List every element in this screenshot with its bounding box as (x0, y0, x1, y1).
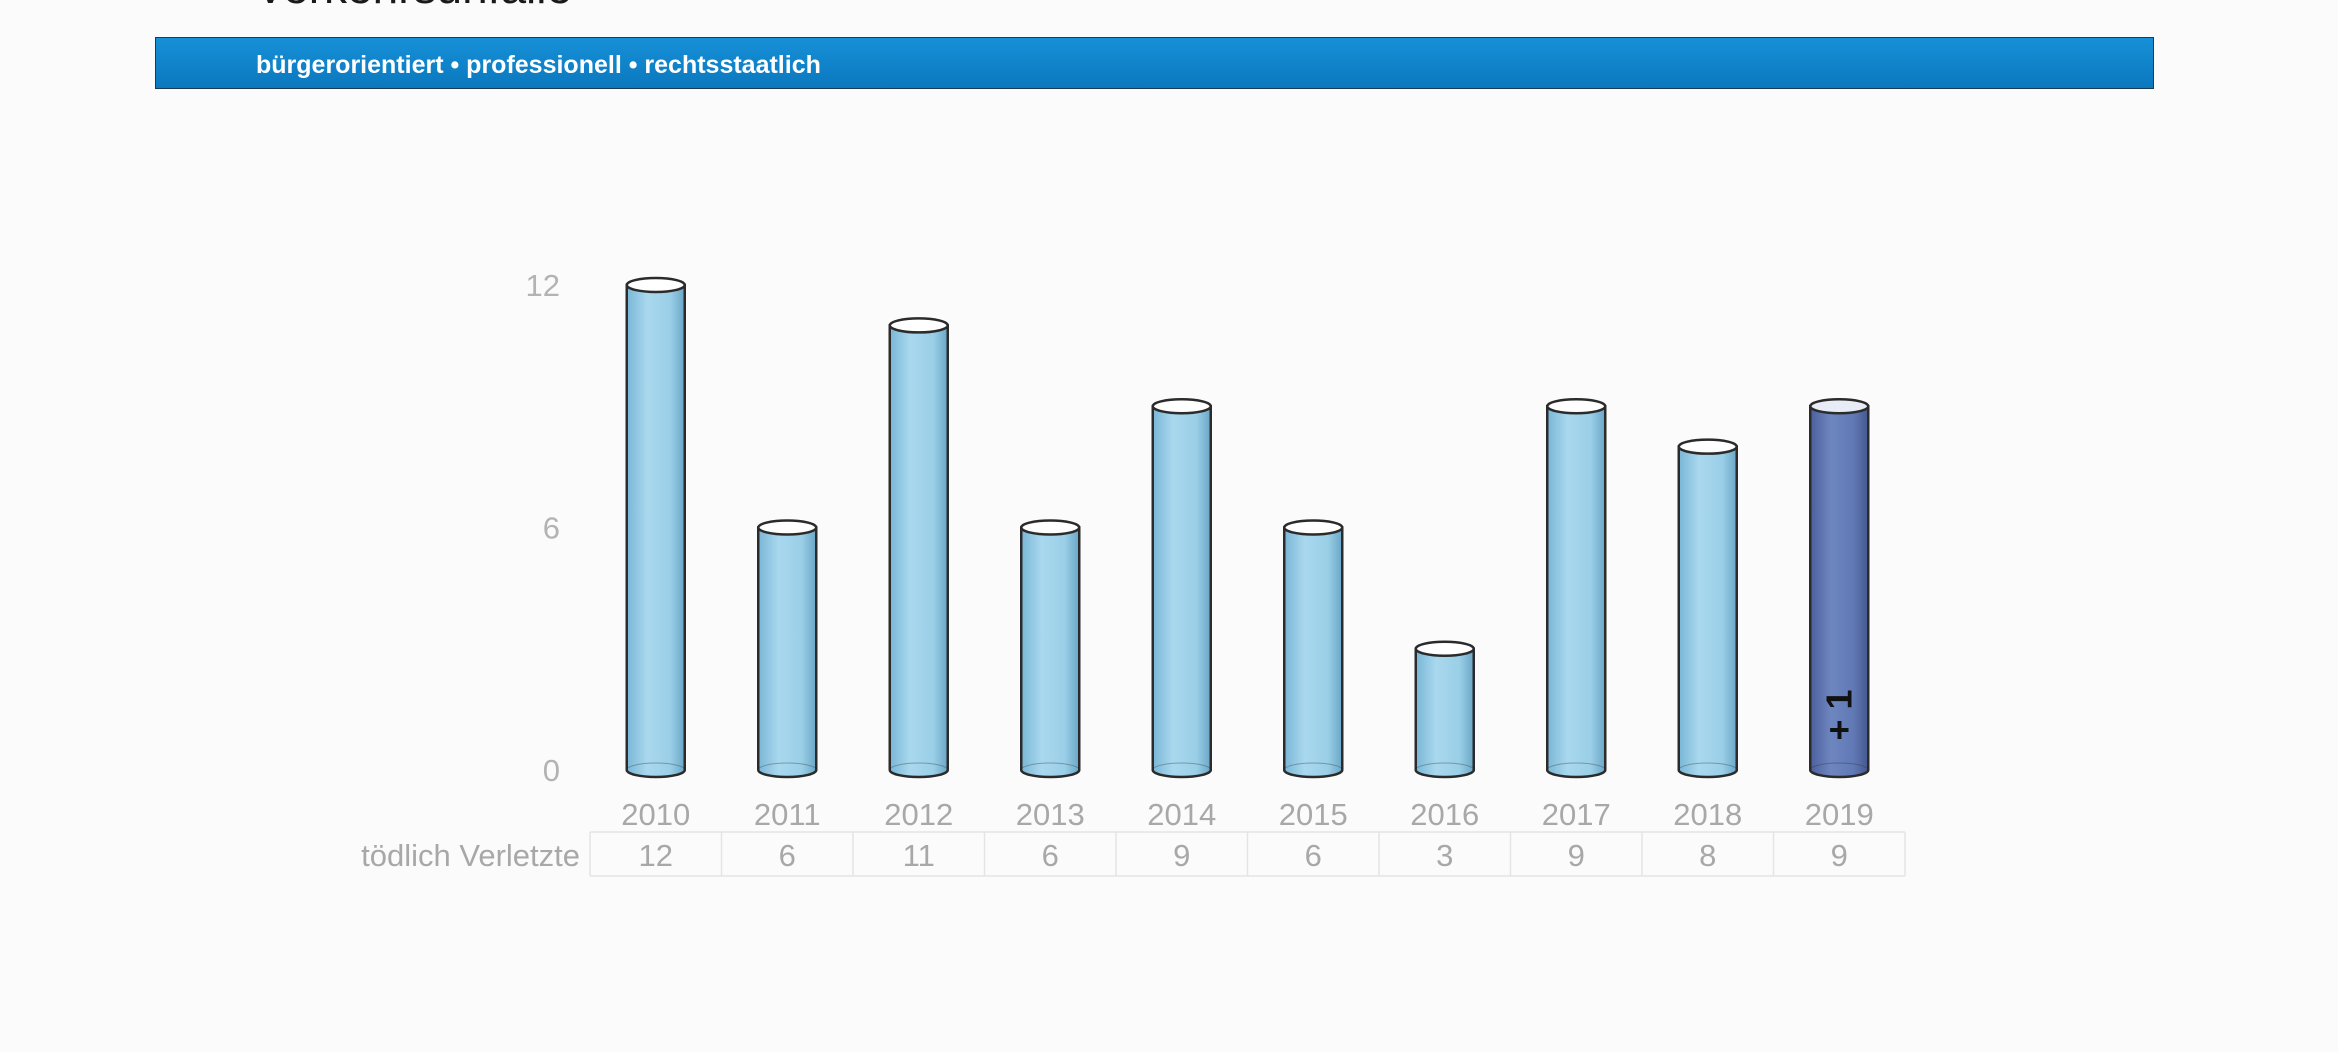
x-tick-label: 2012 (884, 797, 953, 832)
data-table-gridlines (589, 831, 1906, 877)
bar-base-back (1283, 762, 1343, 771)
y-tick-label: 6 (543, 511, 560, 546)
y-axis: 0 6 12 (526, 268, 560, 788)
data-table: tödlich Verletzte 12 6 11 6 9 6 3 9 8 9 (361, 838, 1848, 873)
table-cell: 6 (1305, 838, 1322, 873)
bar-top (888, 317, 949, 334)
bar-body (1283, 526, 1344, 779)
bar-body (625, 283, 686, 779)
table-cell: 9 (1568, 838, 1585, 873)
bar-base-back (1809, 762, 1869, 771)
bar-2018 (1677, 438, 1738, 779)
bar-top (1151, 398, 1212, 415)
x-tick-label: 2010 (621, 797, 690, 832)
bar-body (1414, 647, 1475, 779)
bar-2013 (1020, 519, 1081, 779)
x-tick-label: 2016 (1410, 797, 1479, 832)
table-cell: 11 (903, 838, 935, 873)
bar-2019 (1809, 398, 1870, 779)
bar-series: + 1 (625, 276, 1870, 779)
bar-body (1020, 526, 1081, 779)
x-tick-label: 2013 (1016, 797, 1085, 832)
bar-base-back (1415, 762, 1475, 771)
bar-body (1151, 405, 1212, 779)
table-cell: 8 (1699, 838, 1716, 873)
x-tick-label: 2019 (1805, 797, 1874, 832)
bar-annotation: + 1 (1818, 689, 1859, 740)
banner-text: bürgerorientiert • professionell • recht… (256, 51, 821, 79)
x-tick-label: 2015 (1279, 797, 1348, 832)
bar-2011 (757, 519, 818, 779)
bar-body (757, 526, 818, 779)
bar-top (757, 519, 818, 536)
bar-base-back (626, 762, 686, 771)
bar-2012 (888, 317, 949, 779)
bar-top (1414, 640, 1475, 657)
bar-base-back (1546, 762, 1606, 771)
x-tick-label: 2011 (754, 797, 821, 832)
x-axis: 2010 2011 2012 2013 2014 2015 2016 2017 2018 2019 (621, 797, 1873, 832)
bar-body (1809, 405, 1870, 779)
bar-2015 (1283, 519, 1344, 779)
bar-top (1677, 438, 1738, 455)
y-tick-label: 12 (526, 268, 560, 303)
bar-top (1283, 519, 1344, 536)
table-cell: 6 (779, 838, 796, 873)
bar-base-back (889, 762, 949, 771)
bar-base-back (1020, 762, 1080, 771)
bar-body (1546, 405, 1607, 779)
bar-2017 (1546, 398, 1607, 779)
x-tick-label: 2018 (1673, 797, 1742, 832)
bar-top (1809, 398, 1870, 415)
table-cell: 6 (1042, 838, 1059, 873)
bar-top (625, 276, 686, 294)
header-banner: bürgerorientiert • professionell • recht… (155, 37, 2154, 89)
table-cell: 9 (1831, 838, 1848, 873)
bar-base-back (757, 762, 817, 771)
bar-body (888, 324, 949, 779)
x-tick-label: 2014 (1147, 797, 1216, 832)
table-row-label: tödlich Verletzte (361, 838, 580, 873)
table-cell: 3 (1436, 838, 1453, 873)
bar-top (1020, 519, 1081, 536)
bar-2014 (1151, 398, 1212, 779)
y-tick-label: 0 (543, 753, 560, 788)
bar-2016 (1414, 640, 1475, 779)
bar-body (1677, 445, 1738, 779)
table-cell: 9 (1173, 838, 1190, 873)
bar-2010 (625, 276, 686, 779)
bar-base-back (1152, 762, 1212, 771)
table-cell: 12 (639, 838, 673, 873)
bar-base-back (1678, 762, 1738, 771)
bar-top (1546, 398, 1607, 415)
page-title: Verkehrsunfälle (255, 0, 572, 14)
x-tick-label: 2017 (1542, 797, 1611, 832)
